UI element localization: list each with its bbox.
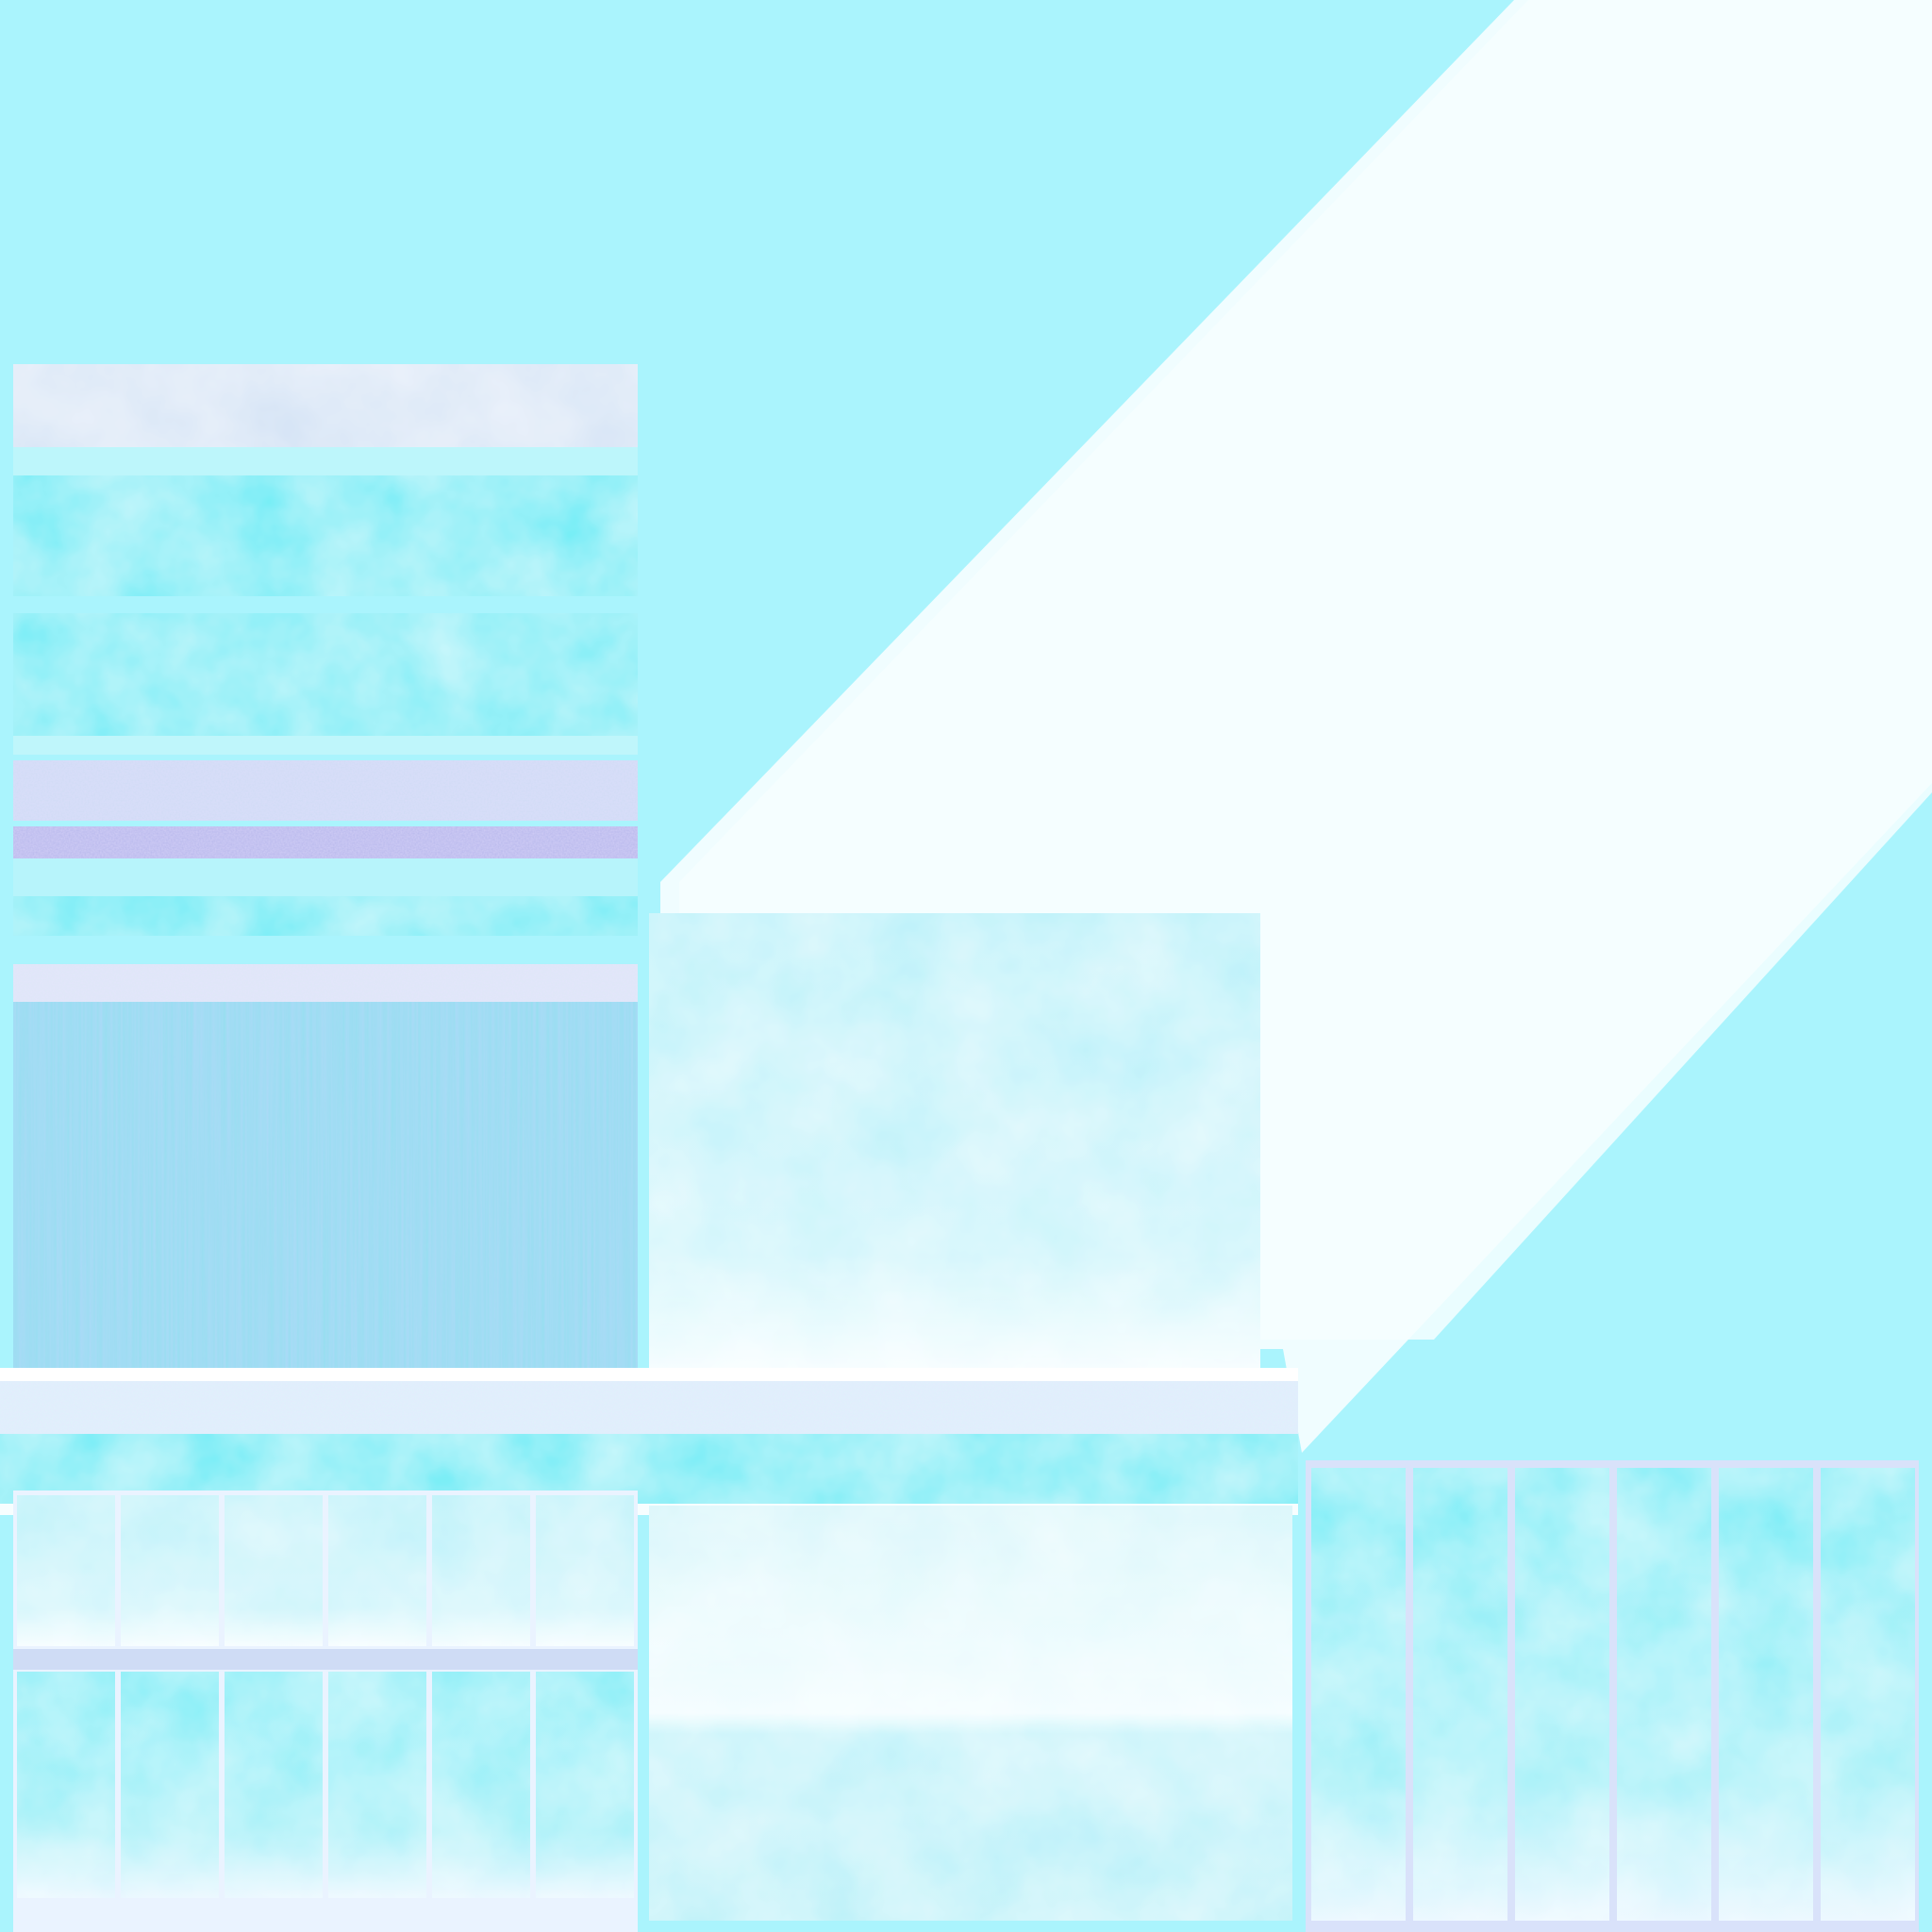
square-ice-panel: [649, 913, 1260, 1368]
wall-panel-row-top: [17, 1495, 634, 1646]
wall-panel-grid: [13, 1491, 638, 1932]
tall-panel-grid: [1306, 1460, 1919, 1932]
wall-panel-row-bottom: [17, 1672, 634, 1898]
wall-middle-panel: [649, 1506, 1292, 1921]
stripe-strip: [13, 364, 638, 1368]
